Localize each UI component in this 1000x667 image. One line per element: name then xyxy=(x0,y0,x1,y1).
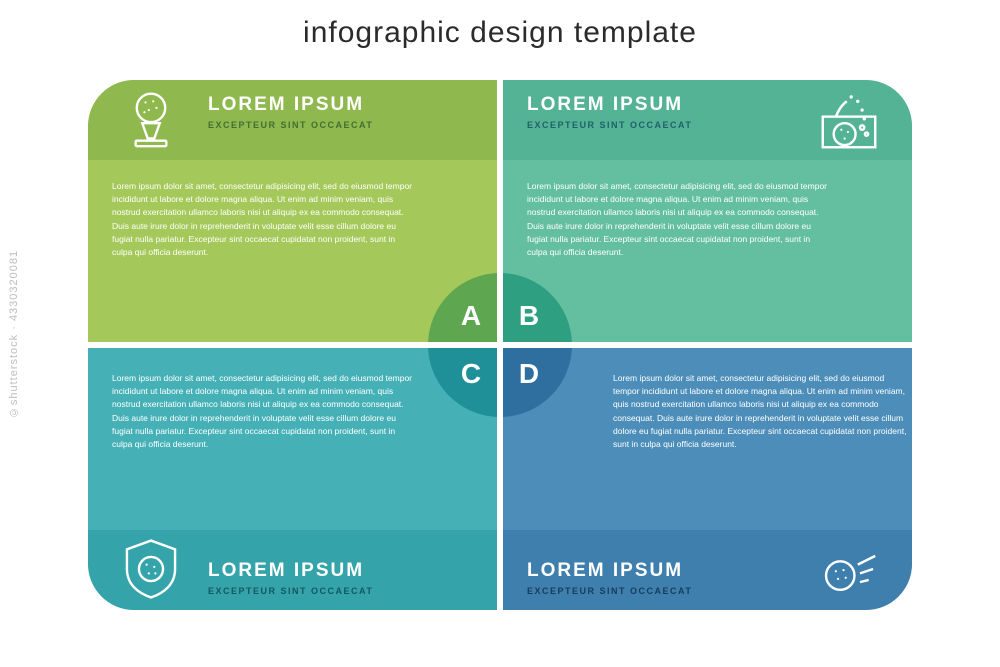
golf-tee-icon xyxy=(116,86,186,156)
panel-c-subheading: EXCEPTEUR SINT OCCAECAT xyxy=(208,586,373,596)
panel-b-headings: LOREM IPSUM EXCEPTEUR SINT OCCAECAT xyxy=(527,94,692,130)
panel-b-subheading: EXCEPTEUR SINT OCCAECAT xyxy=(527,120,692,130)
panel-a: LOREM IPSUM EXCEPTEUR SINT OCCAECAT Lore… xyxy=(88,80,497,342)
badge-d: D xyxy=(503,348,572,417)
badge-a: A xyxy=(428,273,497,342)
golf-flying-icon xyxy=(814,534,884,604)
panel-b-body: Lorem ipsum dolor sit amet, consectetur … xyxy=(527,180,827,259)
infographic-stage: infographic design template ©shutterstoc… xyxy=(0,0,1000,667)
panel-d-headings: LOREM IPSUM EXCEPTEUR SINT OCCAECAT xyxy=(527,560,692,596)
badge-c: C xyxy=(428,348,497,417)
badge-b-letter: B xyxy=(519,300,539,332)
page-title: infographic design template xyxy=(0,16,1000,50)
panel-b: LOREM IPSUM EXCEPTEUR SINT OCCAECAT Lore… xyxy=(503,80,912,342)
golf-splash-icon xyxy=(814,86,884,156)
panel-d-subheading: EXCEPTEUR SINT OCCAECAT xyxy=(527,586,692,596)
panel-c: LOREM IPSUM EXCEPTEUR SINT OCCAECAT Lore… xyxy=(88,348,497,610)
panel-b-heading: LOREM IPSUM xyxy=(527,94,692,116)
golf-shield-icon xyxy=(116,534,186,604)
badge-c-letter: C xyxy=(461,358,481,390)
panel-d-body: Lorem ipsum dolor sit amet, consectetur … xyxy=(613,372,912,451)
badge-a-letter: A xyxy=(461,300,481,332)
panel-a-heading: LOREM IPSUM xyxy=(208,94,373,116)
panel-c-heading: LOREM IPSUM xyxy=(208,560,373,582)
panel-d-heading: LOREM IPSUM xyxy=(527,560,692,582)
panel-a-subheading: EXCEPTEUR SINT OCCAECAT xyxy=(208,120,373,130)
badge-b: B xyxy=(503,273,572,342)
panel-d: LOREM IPSUM EXCEPTEUR SINT OCCAECAT Lore… xyxy=(503,348,912,610)
panel-c-body: Lorem ipsum dolor sit amet, consectetur … xyxy=(112,372,412,451)
badge-d-letter: D xyxy=(519,358,539,390)
panel-a-headings: LOREM IPSUM EXCEPTEUR SINT OCCAECAT xyxy=(208,94,373,130)
panel-a-body: Lorem ipsum dolor sit amet, consectetur … xyxy=(112,180,412,259)
watermark: ©shutterstock · 4330320081 xyxy=(8,249,20,417)
panel-grid: LOREM IPSUM EXCEPTEUR SINT OCCAECAT Lore… xyxy=(88,80,912,610)
panel-c-headings: LOREM IPSUM EXCEPTEUR SINT OCCAECAT xyxy=(208,560,373,596)
